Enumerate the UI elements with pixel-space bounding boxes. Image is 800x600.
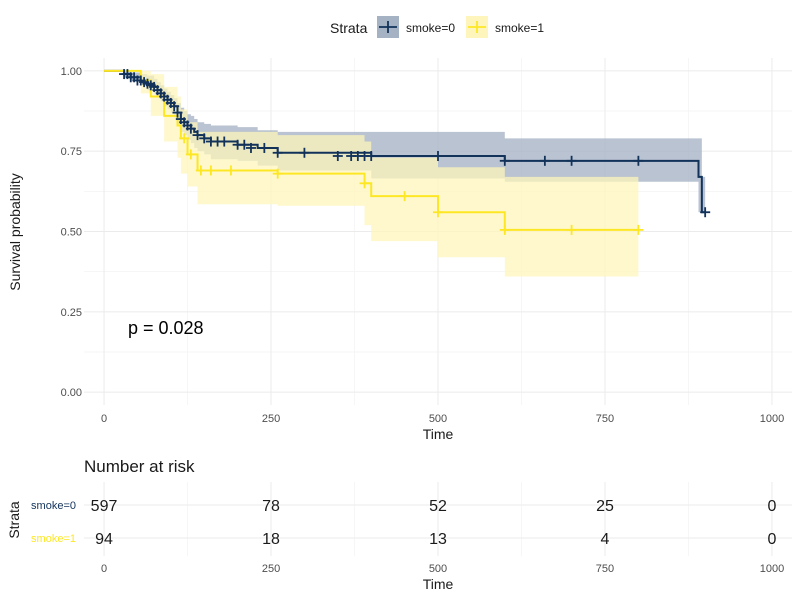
- risk-row-label-smoke-1: smoke=1: [31, 533, 76, 545]
- censor-mark-smoke-0: [259, 142, 270, 153]
- risk-count: 52: [429, 498, 447, 515]
- legend-label-smoke-1: smoke=1: [495, 21, 544, 35]
- x-tick-label: 750: [596, 413, 614, 425]
- risk-x-tick-label: 0: [101, 563, 107, 575]
- x-tick-label: 0: [101, 413, 107, 425]
- x-axis-title: Time: [423, 426, 454, 442]
- confidence-bands: [104, 70, 706, 277]
- risk-count: 13: [429, 531, 447, 548]
- censor-mark-smoke-0: [239, 139, 250, 150]
- censor-mark-smoke-0: [185, 123, 196, 134]
- censor-mark-smoke-1: [225, 165, 236, 176]
- risk-x-tick-label: 500: [429, 563, 447, 575]
- y-axis-title: Survival probability: [7, 173, 23, 291]
- censor-marks: [119, 69, 711, 235]
- risk-table-grid: [84, 482, 792, 556]
- risk-x-tick-label: 750: [596, 563, 614, 575]
- censor-mark-smoke-0: [299, 147, 310, 158]
- censor-mark-smoke-1: [195, 165, 206, 176]
- risk-count: 0: [768, 531, 777, 548]
- risk-count: 4: [601, 531, 610, 548]
- risk-x-tick-label: 1000: [760, 563, 784, 575]
- risk-x-tick-label: 250: [262, 563, 280, 575]
- censor-mark-smoke-0: [219, 136, 230, 147]
- risk-table-rows: smoke=0 597 78 52 25 0 smoke=1 94 18 13 4 0: [31, 498, 776, 548]
- censor-mark-smoke-0: [192, 130, 203, 141]
- legend: Strata smoke=0 smoke=1: [330, 16, 544, 38]
- y-tick-label: 0.75: [61, 146, 82, 158]
- censor-mark-smoke-0: [169, 101, 180, 112]
- censor-mark-smoke-1: [566, 224, 577, 235]
- axis-ticks: 0.00 0.25 0.50 0.75 1.00 0 250 500 750 1000: [61, 66, 785, 425]
- risk-row-label-smoke-0: smoke=0: [31, 500, 76, 512]
- censor-mark-smoke-0: [245, 142, 256, 153]
- censor-mark-smoke-1: [433, 207, 443, 218]
- x-tick-label: 500: [429, 413, 447, 425]
- risk-strata-title: Strata: [6, 501, 22, 539]
- censor-mark-smoke-0: [199, 133, 210, 144]
- censor-mark-smoke-1: [359, 178, 370, 189]
- censor-mark-smoke-0: [272, 147, 283, 158]
- y-tick-label: 1.00: [61, 66, 82, 78]
- legend-key-smoke-0: [377, 16, 399, 38]
- y-tick-label: 0.00: [61, 387, 82, 399]
- censor-mark-smoke-0: [633, 155, 644, 166]
- risk-count: 0: [768, 498, 777, 515]
- y-tick-label: 0.25: [61, 307, 82, 319]
- legend-key-smoke-1: [466, 16, 488, 38]
- censor-mark-smoke-0: [700, 207, 711, 218]
- censor-mark-smoke-1: [205, 165, 216, 176]
- risk-table-ticks: 0 250 500 750 1000: [101, 563, 784, 575]
- legend-title: Strata: [330, 20, 368, 36]
- censor-mark-smoke-0: [172, 107, 183, 118]
- censor-mark-smoke-1: [272, 168, 283, 179]
- censor-mark-smoke-1: [399, 191, 410, 202]
- risk-table-title: Number at risk: [84, 457, 195, 476]
- censor-mark-smoke-0: [366, 150, 377, 161]
- censor-mark-smoke-0: [332, 150, 343, 161]
- censor-mark-smoke-1: [633, 224, 644, 235]
- risk-count: 597: [91, 498, 118, 515]
- x-tick-label: 1000: [760, 413, 784, 425]
- risk-count: 78: [262, 498, 280, 515]
- censor-mark-smoke-1: [179, 133, 190, 144]
- censor-mark-smoke-0: [566, 155, 577, 166]
- censor-mark-smoke-1: [185, 149, 196, 160]
- risk-count: 25: [596, 498, 614, 515]
- risk-count: 94: [95, 531, 113, 548]
- p-value-annotation: p = 0.028: [128, 318, 204, 338]
- censor-mark-smoke-0: [499, 155, 510, 166]
- risk-x-axis-title: Time: [423, 576, 454, 592]
- y-tick-label: 0.50: [61, 227, 82, 239]
- legend-label-smoke-0: smoke=0: [406, 21, 455, 35]
- risk-count: 18: [262, 531, 280, 548]
- x-tick-label: 250: [262, 413, 280, 425]
- censor-mark-smoke-0: [539, 155, 550, 166]
- censor-mark-smoke-0: [433, 150, 443, 161]
- censor-mark-smoke-1: [499, 224, 510, 235]
